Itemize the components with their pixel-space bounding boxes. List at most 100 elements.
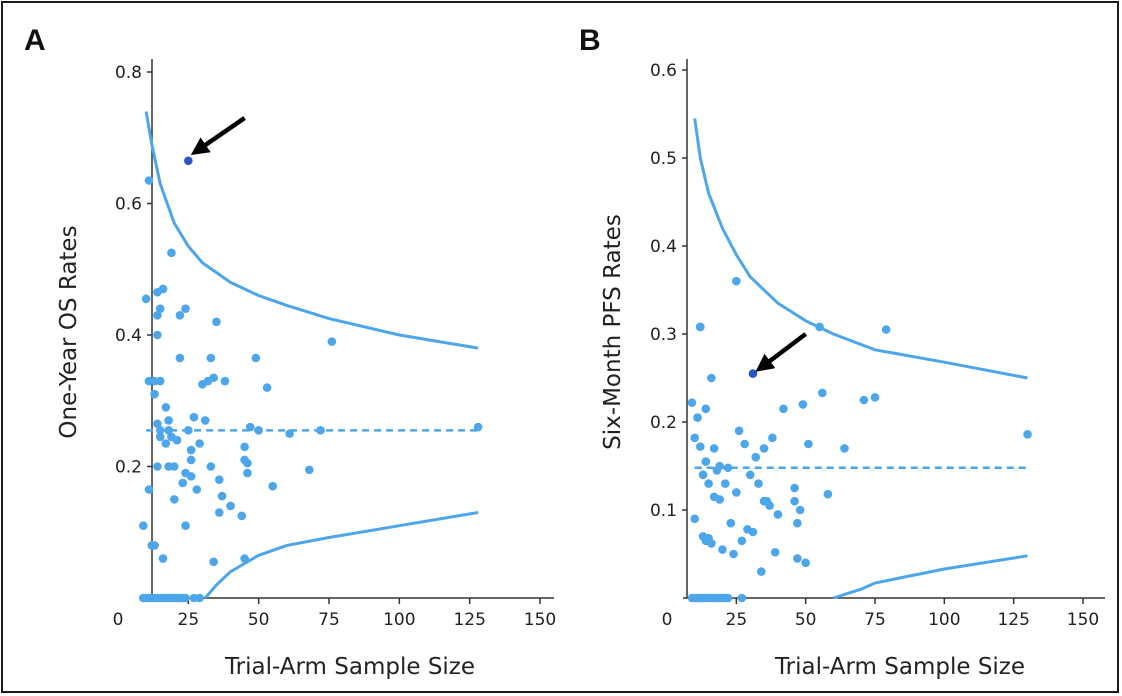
data-point xyxy=(161,403,171,412)
panel-a: A 0.2 0.4 0.6 0.8 0 25 50 75 100 125 150 Trial-Ar… xyxy=(24,24,556,680)
data-point xyxy=(695,322,705,332)
y-tick-label: 0.6 xyxy=(115,195,142,215)
x-tick-label: 0 xyxy=(113,610,124,630)
panel-b-arrow xyxy=(755,332,808,372)
data-point xyxy=(793,518,802,528)
data-point xyxy=(779,404,788,414)
data-point xyxy=(740,439,749,449)
data-point xyxy=(748,527,758,537)
data-point xyxy=(815,322,824,332)
panel-a-x-ticks: 0 25 50 75 100 125 150 xyxy=(113,598,556,630)
y-tick-label: 0.8 xyxy=(115,63,142,83)
data-point xyxy=(169,462,179,471)
data-point xyxy=(1023,430,1032,439)
data-point xyxy=(220,376,230,386)
data-point xyxy=(793,554,802,563)
x-tick-label: 100 xyxy=(383,610,415,630)
data-point xyxy=(768,433,777,443)
data-point xyxy=(186,455,196,465)
data-point xyxy=(169,495,179,504)
data-point xyxy=(175,353,185,363)
data-point xyxy=(707,373,716,383)
data-point xyxy=(801,558,810,568)
y-tick-label: 0.2 xyxy=(650,413,677,433)
data-point xyxy=(709,444,719,453)
data-point xyxy=(161,439,171,448)
y-tick-label: 0.6 xyxy=(650,61,677,81)
x-tick-label: 150 xyxy=(524,610,556,630)
panel-b-x-ticks: 0 25 50 75 100 125 150 xyxy=(662,598,1099,630)
data-point xyxy=(209,557,218,567)
data-point xyxy=(178,478,188,488)
data-point xyxy=(859,395,869,405)
data-point xyxy=(144,176,154,185)
data-point xyxy=(881,325,891,334)
data-point xyxy=(818,388,827,398)
y-tick-label: 0.4 xyxy=(650,237,677,257)
data-point xyxy=(770,547,780,557)
data-point xyxy=(732,488,741,497)
data-point xyxy=(870,393,880,402)
data-point xyxy=(243,458,252,468)
data-point xyxy=(262,383,272,392)
data-point xyxy=(718,545,727,554)
data-point xyxy=(737,536,747,546)
data-point xyxy=(153,462,162,471)
data-point xyxy=(798,400,808,409)
x-tick-label: 50 xyxy=(795,610,817,630)
x-tick-label: 100 xyxy=(928,610,960,630)
data-point xyxy=(139,521,148,530)
y-tick-label: 0.4 xyxy=(115,326,142,346)
data-point-zero xyxy=(737,593,747,603)
data-point xyxy=(704,479,713,488)
panel-a-y-ticks: 0.2 0.4 0.6 0.8 xyxy=(115,63,152,478)
data-point xyxy=(164,426,173,435)
data-point xyxy=(734,426,744,436)
data-point xyxy=(192,485,202,494)
x-tick-label: 50 xyxy=(248,610,270,630)
data-point xyxy=(690,433,700,443)
data-point xyxy=(687,398,697,407)
data-point xyxy=(214,508,224,517)
data-point xyxy=(214,475,224,484)
data-point xyxy=(305,465,314,475)
panel-b-points xyxy=(687,276,1032,603)
data-point xyxy=(181,304,190,314)
data-point xyxy=(184,426,193,435)
data-point xyxy=(212,317,221,327)
data-point xyxy=(206,353,216,363)
data-point xyxy=(251,353,261,363)
data-point xyxy=(240,554,249,563)
data-point xyxy=(790,483,799,493)
data-point xyxy=(186,472,196,481)
data-point xyxy=(723,463,733,473)
data-point xyxy=(226,501,235,511)
data-point xyxy=(153,310,162,320)
panel-b-y-ticks: 0.1 0.2 0.3 0.4 0.5 0.6 xyxy=(650,61,687,521)
data-point xyxy=(773,510,783,519)
panel-a-letter: A xyxy=(24,24,46,57)
x-tick-label: 25 xyxy=(178,610,200,630)
data-point xyxy=(153,330,162,340)
data-point xyxy=(141,294,151,304)
panel-a-y-axis-title: One-Year OS Rates xyxy=(56,225,82,438)
data-point xyxy=(720,479,730,488)
data-point xyxy=(172,435,182,445)
data-point xyxy=(823,489,833,499)
data-point xyxy=(695,442,705,451)
data-point xyxy=(795,505,805,515)
data-point xyxy=(155,376,165,386)
data-point xyxy=(186,445,196,455)
data-point xyxy=(189,412,199,422)
data-point xyxy=(327,337,337,346)
panel-a-arrow xyxy=(190,116,246,155)
x-tick-label: 125 xyxy=(997,610,1029,630)
data-point xyxy=(153,419,162,429)
data-point xyxy=(698,470,708,480)
data-point xyxy=(840,444,849,453)
data-point xyxy=(155,426,165,435)
panel-a-points xyxy=(139,156,483,603)
panel-b-lower-limit-curve xyxy=(832,554,1028,600)
data-point xyxy=(745,470,755,480)
